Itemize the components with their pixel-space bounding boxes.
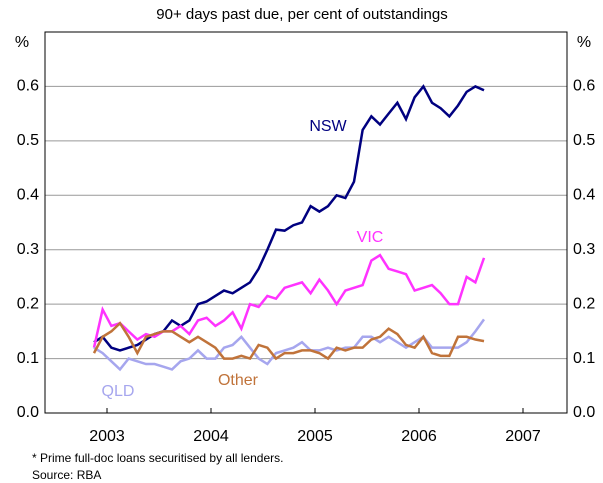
y-tick-label: 0.0 — [17, 404, 39, 421]
y-tick-label: 0.6 — [17, 78, 39, 95]
y-tick-label: 0.5 — [17, 132, 39, 149]
series-label: NSW — [309, 118, 347, 135]
series-label: Other — [218, 372, 259, 389]
x-tick-label: 2005 — [297, 428, 333, 445]
source: Source: RBA — [32, 468, 101, 482]
y2-axis-label: % — [577, 34, 591, 51]
y-axis-label: % — [15, 34, 29, 51]
y2-tick-label: 0.2 — [573, 295, 595, 312]
y-tick-label: 0.3 — [17, 241, 39, 258]
x-tick-label: 2004 — [193, 428, 229, 445]
x-tick-label: 2007 — [505, 428, 541, 445]
y-tick-label: 0.2 — [17, 295, 39, 312]
y2-tick-label: 0.6 — [573, 78, 595, 95]
series-label: VIC — [357, 229, 384, 246]
y2-tick-label: 0.4 — [573, 187, 595, 204]
series-line — [93, 318, 486, 372]
y2-tick-label: 0.0 — [573, 404, 595, 421]
y-tick-label: 0.1 — [17, 350, 39, 367]
y2-tick-label: 0.1 — [573, 350, 595, 367]
plot-frame — [44, 31, 568, 414]
y-tick-label: 0.4 — [17, 187, 39, 204]
y2-tick-label: 0.3 — [573, 241, 595, 258]
x-tick-label: 2003 — [89, 428, 125, 445]
x-tick-label: 2006 — [401, 428, 437, 445]
series-line — [92, 253, 486, 348]
series-line — [93, 84, 485, 352]
y2-tick-label: 0.5 — [573, 132, 595, 149]
footnote: * Prime full-doc loans securitised by al… — [32, 451, 283, 465]
series-line — [92, 321, 485, 361]
chart-subtitle: 90+ days past due, per cent of outstandi… — [156, 6, 447, 23]
series-label: QLD — [102, 383, 135, 400]
